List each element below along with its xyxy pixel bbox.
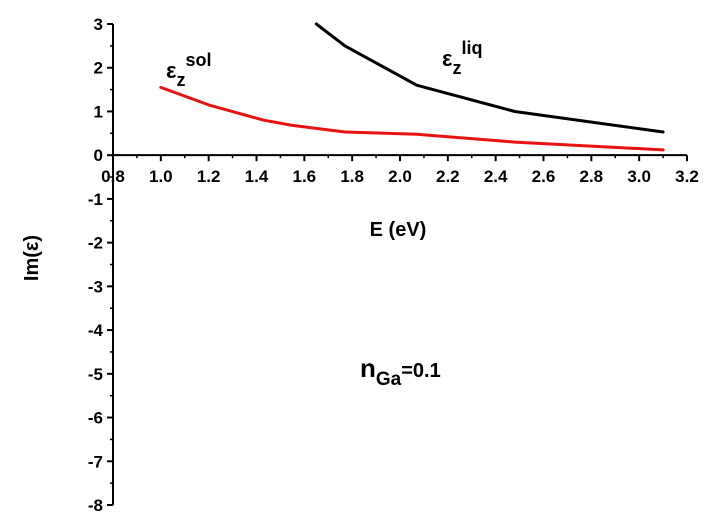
annotation-sol: εzsol (166, 50, 211, 90)
x-tick-label: 2.4 (484, 167, 508, 186)
series-line-1 (159, 85, 665, 152)
annotation-sol-sub: z (176, 70, 185, 90)
y-tick-label: -6 (88, 409, 103, 428)
x-tick-label: 2.8 (580, 167, 604, 186)
y-tick-label: 1 (94, 102, 103, 121)
x-tick-label: 2.6 (532, 167, 556, 186)
annotation-sol-base: ε (166, 58, 177, 83)
y-tick-label: 0 (94, 146, 103, 165)
x-tick-label: 2.2 (436, 167, 460, 186)
x-tick-label: 3.2 (675, 167, 699, 186)
series-layer (159, 22, 665, 152)
y-tick-label: -2 (88, 234, 103, 253)
annotation-note: nGa=0.1 (360, 353, 441, 390)
axes: 0.8 1.0 1.2 1.4 1.6 1.8 2.0 2.2 2.4 2.6 2.8 3.0 3.23… (88, 15, 699, 515)
y-tick-label: 2 (94, 59, 103, 78)
y-tick-label: -7 (88, 452, 103, 471)
annotation-note-main: n (360, 353, 376, 383)
annotation-liq-sup: liq (461, 38, 482, 58)
x-tick-label: 1.6 (293, 167, 317, 186)
annotation-liq-base: ε (442, 46, 453, 71)
y-axis-title: Im(ε) (21, 235, 43, 281)
annotation-note-tail: =0.1 (401, 360, 440, 382)
x-tick-label: 1.8 (340, 167, 364, 186)
y-tick-label: -8 (88, 496, 103, 515)
y-tick-label: -3 (88, 277, 103, 296)
y-tick-label: -5 (88, 365, 103, 384)
x-tick-label: 1.4 (245, 167, 269, 186)
series-line-0 (314, 22, 665, 134)
x-tick-label: 3.0 (627, 167, 651, 186)
annotation-note-sub: Ga (376, 369, 402, 390)
x-tick-label: 1.0 (149, 167, 173, 186)
annotation-liq: εzliq (442, 38, 482, 78)
y-tick-label: -1 (88, 190, 103, 209)
y-tick-label: 3 (94, 15, 103, 34)
annotation-liq-sub: z (452, 58, 461, 78)
annotation-sol-sup: sol (185, 50, 211, 70)
x-tick-label: 1.2 (197, 167, 221, 186)
x-tick-label: 2.0 (388, 167, 412, 186)
y-tick-label: -4 (88, 321, 104, 340)
x-axis-title: E (eV) (370, 219, 427, 241)
